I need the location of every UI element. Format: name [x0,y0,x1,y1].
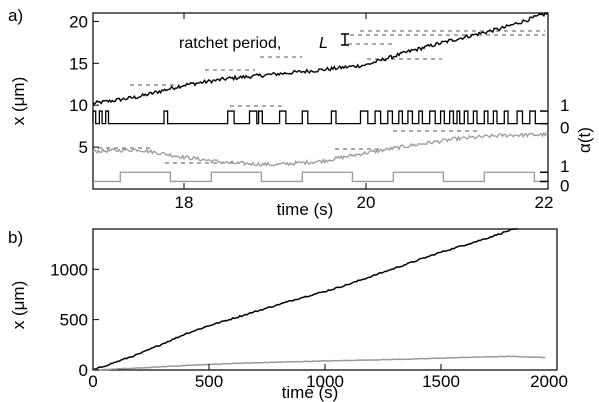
alpha-tick-label: 1 [560,157,569,176]
panel-b-frame [92,228,558,371]
x-axis-label: time (s) [282,383,339,402]
x-tick-label: 0 [88,372,97,391]
x-tick-label: 18 [175,193,194,212]
ratchet-period-label: ratchet period, [179,35,281,52]
x-tick-label: 1500 [422,372,460,391]
x-tick-label: 2000 [530,372,568,391]
x-tick-label: 22 [535,193,554,212]
alpha-trace-gray [93,171,548,183]
alpha-axis-label: α(t) [575,127,594,153]
ratchet-period-symbol: L [319,35,328,52]
y-tick-label: 15 [69,54,88,73]
alpha-trace-black [92,110,548,125]
y-tick-label: 0 [79,361,88,380]
panel-a-label: a) [8,6,24,25]
y-tick-label: 1000 [50,260,88,279]
position-trace-gray [92,131,549,167]
position-trace-black [92,228,518,371]
x-axis-label: time (s) [277,200,334,219]
y-tick-label: 500 [60,311,88,330]
position-trace-gray [93,355,546,371]
y-axis-label: x (μm) [9,77,28,126]
x-tick-label: 1000 [306,372,344,391]
y-tick-label: 5 [79,138,88,157]
x-tick-label: 500 [195,372,223,391]
y-tick-label: 20 [69,12,88,31]
position-trace-black [92,11,549,105]
y-tick-label: 10 [69,96,88,115]
y-axis-label: x (μm) [9,281,28,330]
alpha-tick-label: 0 [560,176,569,195]
alpha-tick-label: 1 [560,96,569,115]
panel-b-label: b) [8,228,24,247]
panel-a-frame [92,12,549,190]
x-tick-label: 20 [357,193,376,212]
alpha-tick-label: 0 [560,119,569,138]
